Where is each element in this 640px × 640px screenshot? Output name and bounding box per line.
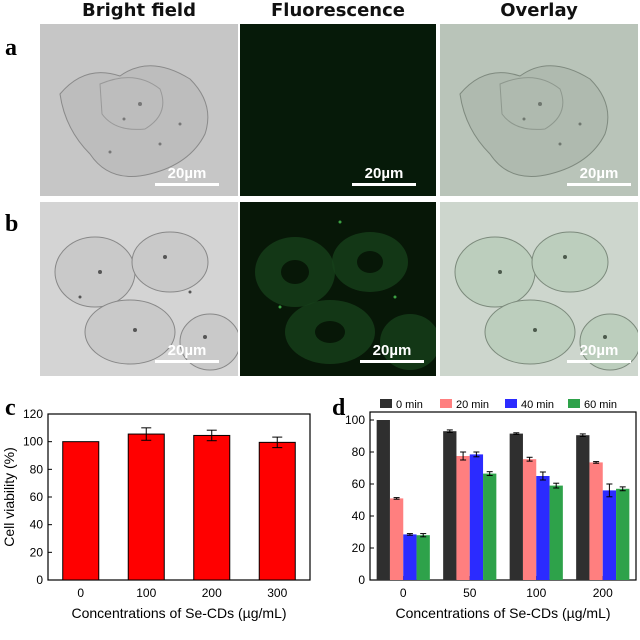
- x-tick-label: 100: [136, 586, 156, 600]
- legend-label: 0 min: [396, 399, 423, 411]
- x-tick-label: 0: [400, 586, 407, 600]
- x-tick-label: 0: [77, 586, 84, 600]
- scale-line: [155, 183, 219, 186]
- header-overlay: Overlay: [500, 0, 578, 21]
- y-tick-label: 100: [345, 413, 365, 427]
- scale-bar-b-fluor: 20µm: [360, 342, 424, 363]
- bar: [522, 459, 537, 580]
- header-bright-field: Bright field: [82, 0, 196, 21]
- bar: [193, 434, 231, 581]
- image-a-bright-field: [40, 24, 238, 196]
- image-b-fluorescence: [240, 202, 436, 376]
- scale-label: 20µm: [579, 165, 619, 182]
- chart-c: 0 20 40 60 80 100 120 0 100 200 300 Concentrations …: [1, 407, 311, 621]
- bar: [589, 462, 603, 580]
- y-tick-label: 80: [352, 445, 366, 459]
- panel-label-d: d: [332, 395, 346, 421]
- x-tick-label: 50: [463, 586, 477, 600]
- y-tick-label: 20: [30, 545, 44, 559]
- x-axis-label: Concentrations of Se-CDs (µg/mL): [395, 605, 610, 621]
- y-tick-label: 100: [23, 435, 43, 449]
- scale-label: 20µm: [372, 342, 412, 359]
- bar: [62, 441, 100, 581]
- bar: [376, 420, 390, 580]
- legend-swatch: [380, 399, 392, 408]
- y-tick-label: 20: [352, 541, 366, 555]
- image-b-bright-field: [40, 202, 238, 376]
- legend-label: 60 min: [584, 399, 617, 411]
- panel-label-b: b: [5, 211, 19, 237]
- image-b-overlay: [440, 202, 638, 376]
- y-tick-label: 60: [352, 477, 366, 491]
- scale-line: [155, 360, 219, 363]
- bar: [576, 435, 590, 580]
- x-axis-label: Concentrations of Se-CDs (µg/mL): [71, 605, 286, 621]
- x-tick-label: 200: [593, 586, 613, 600]
- y-tick-label: 80: [30, 462, 44, 476]
- bar: [416, 535, 430, 580]
- bar: [549, 485, 563, 580]
- scale-label: 20µm: [167, 165, 207, 182]
- bar: [403, 534, 417, 580]
- panel-label-c: c: [5, 395, 16, 421]
- scale-bar-a-fluor: 20µm: [352, 165, 416, 186]
- legend-swatch: [505, 399, 517, 408]
- y-tick-label: 40: [30, 518, 44, 532]
- scale-label: 20µm: [167, 342, 207, 359]
- y-tick-label: 120: [23, 407, 43, 421]
- scale-line: [360, 360, 424, 363]
- legend-label: 20 min: [456, 399, 489, 411]
- bar: [258, 441, 296, 581]
- bar: [389, 498, 404, 580]
- scale-bar-a-bright: 20µm: [155, 165, 219, 186]
- x-tick-label: 100: [526, 586, 546, 600]
- y-tick-label: 60: [30, 490, 44, 504]
- scale-line: [352, 183, 416, 186]
- bar: [509, 433, 523, 580]
- bar: [127, 433, 165, 581]
- image-a-overlay: [440, 24, 638, 196]
- y-tick-label: 0: [358, 573, 365, 587]
- x-tick-label: 300: [267, 586, 287, 600]
- y-tick-label: 0: [36, 573, 43, 587]
- bar: [483, 473, 497, 580]
- image-a-fluorescence: [240, 24, 436, 196]
- bar: [536, 476, 550, 580]
- x-tick-label: 200: [202, 586, 222, 600]
- scale-line: [567, 183, 631, 186]
- scale-label: 20µm: [364, 165, 404, 182]
- legend-swatch: [568, 399, 580, 408]
- scale-bar-a-overlay: 20µm: [567, 165, 631, 186]
- chart-d: 0 20 40 60 80 100 0 50 100 200 Concentrations of S…: [345, 399, 637, 621]
- legend-label: 40 min: [521, 399, 554, 411]
- y-tick-label: 40: [352, 509, 366, 523]
- y-axis-label: Cell viability (%): [1, 447, 17, 547]
- bar: [469, 454, 484, 580]
- bar: [602, 490, 617, 580]
- bar: [456, 456, 470, 580]
- scale-bar-b-bright: 20µm: [155, 342, 219, 363]
- panel-label-a: a: [5, 35, 17, 61]
- bar: [443, 431, 457, 580]
- header-fluorescence: Fluorescence: [270, 0, 405, 21]
- scale-label: 20µm: [579, 342, 619, 359]
- scale-line: [567, 360, 631, 363]
- legend-swatch: [440, 399, 452, 408]
- scale-bar-b-overlay: 20µm: [567, 342, 631, 363]
- bar: [616, 488, 630, 580]
- plot-frame: [369, 411, 637, 581]
